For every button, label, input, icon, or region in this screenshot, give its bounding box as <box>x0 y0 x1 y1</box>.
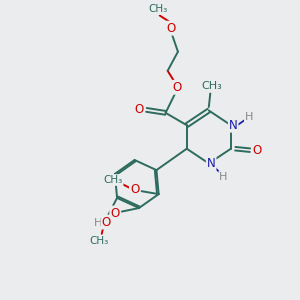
Text: methyl: methyl <box>208 86 213 88</box>
Text: O: O <box>166 22 175 35</box>
Text: N: N <box>207 157 215 170</box>
Text: CH₃: CH₃ <box>201 81 222 92</box>
Text: methyl: methyl <box>209 85 214 86</box>
Text: CH₃: CH₃ <box>90 236 109 246</box>
Text: O: O <box>134 103 143 116</box>
Text: O: O <box>173 81 182 94</box>
Text: H: H <box>245 112 253 122</box>
Text: O: O <box>110 206 119 220</box>
Text: methyl: methyl <box>211 86 215 87</box>
Text: O: O <box>102 215 111 229</box>
Text: H: H <box>94 218 103 228</box>
Text: CH₃: CH₃ <box>103 175 123 185</box>
Text: N: N <box>229 119 238 132</box>
Text: CH₃: CH₃ <box>148 4 168 14</box>
Text: H: H <box>219 172 228 182</box>
Text: O: O <box>252 144 261 157</box>
Text: O: O <box>130 184 139 196</box>
